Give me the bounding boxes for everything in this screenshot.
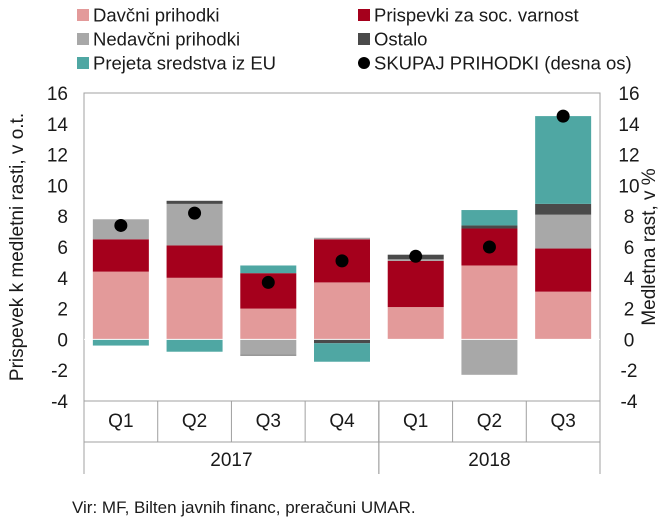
bar-segment-1-4 [314, 282, 370, 340]
bar-segment-4-3 [240, 354, 297, 356]
total-marker-2 [188, 206, 202, 220]
legend-label-1: Davčni prihodki [93, 5, 219, 26]
legend-label-3: Nedavčni prihodki [93, 29, 240, 50]
bar-segment-4-4 [314, 339, 370, 344]
bar-segment-3-4 [314, 237, 370, 240]
total-marker-7 [556, 109, 570, 123]
plot-frame [83, 92, 601, 402]
y2-tick-label: 4 [624, 269, 635, 290]
legend-label-2: Prispevki za soc. varnost [374, 5, 579, 26]
bar-segment-1-6 [461, 265, 518, 340]
legend-swatch-4 [358, 33, 370, 45]
bar-segment-5-2 [166, 339, 223, 352]
bar-segment-5-3 [240, 265, 297, 274]
y-tick-label: 14 [47, 115, 69, 136]
y2-tick-label: 0 [624, 330, 635, 351]
legend-label-5: Prejeta sredstva iz EU [93, 53, 276, 74]
total-marker-4 [335, 254, 349, 268]
bar-segment-3-3 [240, 339, 297, 355]
bar-segment-3-6 [461, 339, 518, 375]
x-tick-label: Q1 [403, 411, 428, 432]
y-tick-label: 16 [47, 84, 68, 105]
legend-label-4: Ostalo [374, 29, 427, 50]
bar-segment-5-7 [535, 116, 592, 204]
bar-segment-1-7 [535, 291, 592, 340]
y2-tick-label: 10 [618, 176, 639, 197]
total-marker-6 [482, 240, 496, 254]
legend-swatch-3 [77, 33, 89, 45]
bar-segment-1-1 [92, 271, 149, 340]
total-marker-5 [409, 249, 423, 263]
y2-tick-label: 6 [624, 238, 635, 259]
group-label: 2018 [468, 450, 510, 471]
group-label: 2017 [210, 450, 252, 471]
bar-segment-4-6 [461, 225, 518, 229]
x-tick-label: Q2 [477, 411, 502, 432]
y-tick-label: 6 [57, 238, 68, 259]
x-tick-label: Q1 [108, 411, 133, 432]
y2-axis-title: Medletna rast, v % [639, 168, 660, 325]
legend-swatch-5 [77, 57, 89, 69]
x-tick-label: Q2 [182, 411, 207, 432]
y2-tick-label: 14 [618, 115, 640, 136]
bar-segment-1-2 [166, 277, 223, 340]
x-tick-label: Q4 [329, 411, 355, 432]
y-tick-label: 0 [57, 330, 68, 351]
y2-tick-label: -4 [621, 392, 638, 413]
legend-label-6: SKUPAJ PRIHODKI (desna os) [374, 53, 632, 74]
x-tick-label: Q3 [256, 411, 281, 432]
bar-segment-2-5 [387, 260, 444, 308]
y-tick-label: 12 [47, 146, 68, 167]
y-tick-label: 2 [57, 300, 68, 321]
legend-swatch-1 [77, 9, 89, 21]
bar-segment-2-1 [92, 239, 149, 272]
bar-segment-2-7 [535, 248, 592, 292]
legend-marker-6 [358, 57, 370, 69]
bar-segment-2-2 [166, 245, 223, 278]
y-tick-label: 8 [57, 207, 68, 228]
y2-tick-label: 2 [624, 300, 635, 321]
bar-segment-4-2 [166, 200, 223, 204]
bar-segment-5-4 [314, 343, 370, 362]
y2-tick-label: -2 [621, 361, 638, 382]
bar-segment-3-7 [535, 214, 592, 249]
bar-segment-5-1 [92, 339, 149, 346]
y-tick-label: -2 [51, 361, 68, 382]
y2-tick-label: 12 [618, 146, 639, 167]
source-note: Vir: MF, Bilten javnih financ, preračuni… [72, 498, 416, 517]
y2-tick-label: 16 [618, 84, 639, 105]
y-tick-label: -4 [51, 392, 68, 413]
total-marker-3 [261, 275, 275, 289]
y2-tick-label: 8 [624, 207, 635, 228]
bar-segment-1-5 [387, 307, 444, 340]
legend-swatch-2 [358, 9, 370, 21]
x-tick-label: Q3 [550, 411, 575, 432]
bar-segment-4-7 [535, 203, 592, 215]
y-tick-label: 4 [57, 269, 68, 290]
total-marker-1 [114, 218, 128, 232]
bar-segment-1-3 [240, 308, 297, 340]
y-axis-title: Prispevek k medletni rasti, v o.t. [7, 113, 28, 381]
y-tick-label: 10 [47, 176, 68, 197]
bar-segment-5-6 [461, 210, 518, 226]
